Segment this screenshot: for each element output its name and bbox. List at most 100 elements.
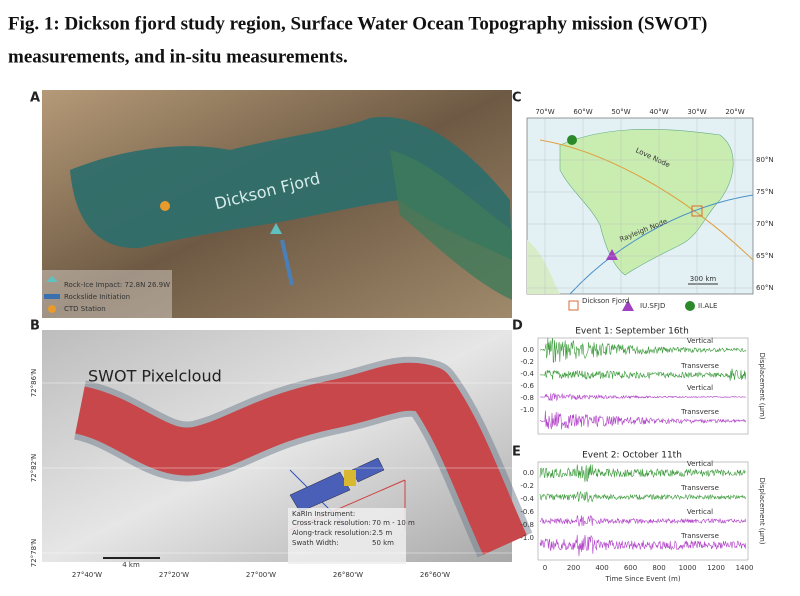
panel-label: C xyxy=(512,91,522,106)
lat-label: 60°N xyxy=(756,284,774,292)
rockslide-marker xyxy=(280,239,294,286)
ale-marker xyxy=(567,135,577,145)
pixelcloud xyxy=(74,362,527,555)
x-tick-label: 0 xyxy=(543,564,547,572)
x-tick-label: 400 xyxy=(595,564,608,572)
legend-icon xyxy=(685,301,695,311)
seismogram xyxy=(539,514,747,528)
lon-label: 60°W xyxy=(573,108,592,116)
instrument-key: Swath Width: xyxy=(292,539,339,547)
scale-label: 4 km xyxy=(122,561,140,569)
title-line: measurements, and in-situ measurements. xyxy=(8,46,348,67)
seismogram xyxy=(539,368,747,381)
instrument-title: KaRIn Instrument: xyxy=(292,510,355,518)
lon-label: 26°60'W xyxy=(420,571,450,579)
x-tick-label: 800 xyxy=(652,564,665,572)
panel-label: D xyxy=(512,319,523,334)
lon-label: 70°W xyxy=(535,108,554,116)
panel-title: SWOT Pixelcloud xyxy=(88,367,222,386)
x-tick-label: 600 xyxy=(624,564,637,572)
trace-label: Vertical xyxy=(687,384,713,392)
y-tick-label: -0.6 xyxy=(520,382,534,390)
instrument-box xyxy=(288,508,406,564)
legend-label: II.ALE xyxy=(698,302,717,310)
legend-label: Rock-Ice Impact: 72.8N 26.9W xyxy=(64,281,170,289)
trace-label: Vertical xyxy=(687,460,713,468)
plot-frame xyxy=(537,337,749,435)
legend-label: IU.SFJD xyxy=(640,302,665,310)
panel-title: Event 1: September 16th xyxy=(575,327,689,337)
y-tick-label: -0.2 xyxy=(520,482,534,490)
axis-label: Displacement (µm) xyxy=(758,477,766,544)
vegetation xyxy=(390,150,512,300)
legend-icon xyxy=(622,300,634,311)
seismogram xyxy=(539,337,747,364)
lon-label: 40°W xyxy=(649,108,668,116)
x-tick-label: 200 xyxy=(567,564,580,572)
lon-label: 27°00'W xyxy=(246,571,276,579)
x-tick-label: 1200 xyxy=(707,564,725,572)
seismogram xyxy=(539,534,747,557)
instrument-key: Along-track resolution: xyxy=(292,529,372,537)
fjord xyxy=(70,116,512,261)
canada xyxy=(527,240,560,294)
trace-label: Transverse xyxy=(680,362,719,370)
instrument-key: Cross-track resolution: xyxy=(292,519,371,527)
y-tick-label: -0.6 xyxy=(520,508,534,516)
trace-label: Vertical xyxy=(687,337,713,345)
legend-icon xyxy=(46,276,58,282)
axis-label: Displacement (µm) xyxy=(758,352,766,419)
greenland xyxy=(559,128,734,276)
trace-label: Transverse xyxy=(680,532,719,540)
seismogram xyxy=(539,464,746,482)
legend-icon xyxy=(568,300,579,311)
instrument-value: 2.5 m xyxy=(372,529,392,537)
y-tick-label: -1.0 xyxy=(520,406,534,414)
lon-label: 26°80'W xyxy=(333,571,363,579)
legend-icon xyxy=(48,305,56,313)
legend-box xyxy=(42,270,172,318)
y-tick-label: 0.0 xyxy=(523,346,534,354)
lat-label: 80°N xyxy=(756,156,774,164)
panel-label: E xyxy=(512,445,521,460)
title-line: Fig. 1: Dickson fjord study region, Surf… xyxy=(8,13,707,34)
y-tick-label: -0.4 xyxy=(520,495,534,503)
legend-label: CTD Station xyxy=(64,305,106,313)
lon-label: 50°W xyxy=(611,108,630,116)
sfjd-marker xyxy=(606,249,618,260)
y-tick-label: -0.8 xyxy=(520,521,534,529)
seismogram xyxy=(539,410,747,430)
lat-label: 72°86'N xyxy=(30,369,38,397)
legend-icon xyxy=(44,294,60,299)
lat-label: 65°N xyxy=(756,252,774,260)
lon-label: 30°W xyxy=(687,108,706,116)
impact-marker xyxy=(270,223,282,234)
trace-label: Transverse xyxy=(680,484,719,492)
seismogram xyxy=(539,491,747,503)
y-tick-label: -1.0 xyxy=(520,534,534,542)
rayleigh-node-line xyxy=(569,194,754,295)
seismogram xyxy=(539,392,746,402)
ctd-marker xyxy=(160,201,170,211)
panel-label: B xyxy=(30,319,40,334)
axis-label: Time Since Event (m) xyxy=(604,575,680,583)
scale-label: 300 km xyxy=(690,275,717,283)
instrument-value: 70 m - 10 m xyxy=(372,519,415,527)
instrument-value: 50 km xyxy=(372,539,394,547)
y-tick-label: -0.8 xyxy=(520,394,534,402)
plot-frame xyxy=(537,461,749,561)
legend-label: Dickson Fjord xyxy=(582,297,629,305)
y-tick-label: -0.4 xyxy=(520,370,534,378)
y-tick-label: 0.0 xyxy=(523,469,534,477)
y-tick-label: -0.2 xyxy=(520,358,534,366)
panel-title: Event 2: October 11th xyxy=(582,451,682,461)
satellite-body xyxy=(344,470,356,486)
panel-label: A xyxy=(30,91,40,106)
lat-label: 72°78'N xyxy=(30,539,38,567)
x-tick-label: 1400 xyxy=(736,564,754,572)
lon-label: 20°W xyxy=(725,108,744,116)
trace-label: Transverse xyxy=(680,408,719,416)
lat-label: 75°N xyxy=(756,188,774,196)
x-tick-label: 1000 xyxy=(679,564,697,572)
